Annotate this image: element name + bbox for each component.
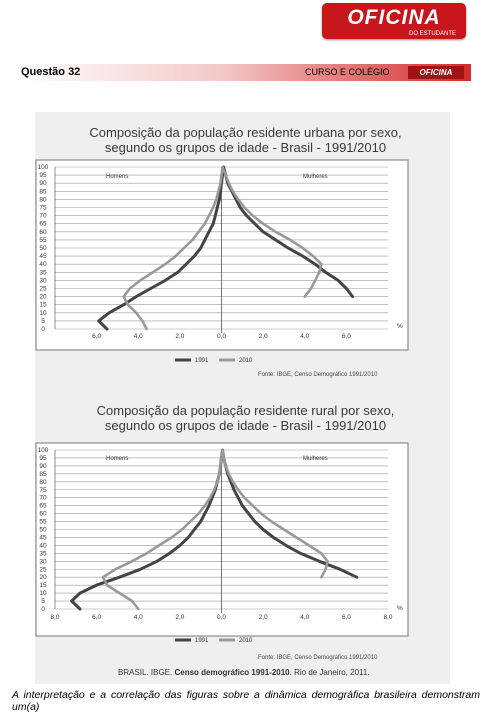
chart-2-frame — [35, 442, 409, 637]
chart-2-series-2010 — [101, 448, 329, 611]
chart-2-legend-label: 2010 — [239, 638, 253, 644]
chart-2-y-tick-label: 50 — [39, 527, 47, 534]
chart-1-frame — [35, 159, 409, 351]
chart-2-x-unit: % — [397, 605, 403, 612]
chart-1-y-tick-label: 35 — [39, 269, 47, 276]
chart-2-y-tick-label: 25 — [39, 566, 47, 573]
chart-1-y-tick-label: 70 — [39, 213, 47, 220]
chart-1-title: Composição da população residente urbana… — [0, 125, 491, 155]
chart-2-y-tick-label: 45 — [39, 534, 47, 541]
chart-2-y-tick-label: 5 — [41, 598, 45, 605]
credit-title: Censo demográfico 1991-2010 — [174, 668, 290, 677]
chart-2-y-tick-label: 75 — [39, 487, 47, 494]
chart-2-y-tick-label: 15 — [39, 582, 47, 589]
chart-1-x-tick-label: 0,0 — [217, 333, 226, 340]
chart-2-x-tick-label: 8,0 — [50, 614, 59, 621]
chart-2-y-tick-label: 95 — [39, 455, 47, 462]
logo-text: OFICINA — [347, 6, 441, 29]
chart-2-x-tick-label: 4,0 — [300, 614, 309, 621]
question-number: Questão 32 — [21, 66, 81, 78]
chart-1-y-tick-label: 65 — [39, 221, 47, 228]
chart-2-y-tick-label: 80 — [39, 479, 47, 486]
chart-1-y-tick-label: 10 — [39, 310, 47, 317]
chart-2-x-tick-label: 8,0 — [383, 614, 392, 621]
chart-2-y-tick-label: 60 — [39, 511, 47, 518]
chart-1-legend-label: 1991 — [195, 358, 209, 364]
chart-1-x-tick-label: 4,0 — [300, 333, 309, 340]
chart-1-y-tick-label: 100 — [38, 164, 49, 171]
chart-2-y-tick-label: 35 — [39, 550, 47, 557]
mini-logo: OFICINA — [408, 66, 464, 79]
chart-1-y-tick-label: 15 — [39, 302, 47, 309]
chart-1-x-tick-label: 4,0 — [134, 333, 143, 340]
chart-1-label-homens: Homens — [106, 174, 128, 180]
chart-1-series-2010 — [122, 165, 323, 331]
chart-1-legend-label: 2010 — [239, 358, 253, 364]
chart-1-label-mulheres: Mulheres — [303, 174, 328, 180]
chart-1-y-tick-label: 60 — [39, 229, 47, 236]
chart-2-x-tick-label: 2,0 — [175, 614, 184, 621]
chart-1-x-tick-label: 2,0 — [175, 333, 184, 340]
chart-1-title-line1: Composição da população residente urbana… — [89, 125, 402, 140]
chart-1-y-tick-label: 30 — [39, 277, 47, 284]
figure-credit: BRASIL. IBGE. Censo demográfico 1991-201… — [118, 668, 370, 677]
course-label: CURSO E COLÉGIO — [305, 67, 390, 77]
chart-2-y-tick-label: 90 — [39, 463, 47, 470]
question-header-bar: Questão 32 CURSO E COLÉGIO OFICINA — [15, 64, 471, 81]
chart-2-x-tick-label: 4,0 — [134, 614, 143, 621]
chart-2-y-tick-label: 100 — [38, 447, 49, 454]
chart-2-y-tick-label: 85 — [39, 471, 47, 478]
chart-1-y-tick-label: 0 — [41, 326, 45, 333]
chart-2-y-tick-label: 40 — [39, 542, 47, 549]
chart-2-title-line2: segundo os grupos de idade - Brasil - 19… — [104, 418, 387, 433]
credit-suffix: . Rio de Janeiro, 2011. — [289, 668, 370, 677]
chart-1-y-tick-label: 40 — [39, 261, 47, 268]
chart-1-x-tick-label: 6,0 — [92, 333, 101, 340]
chart-2-y-tick-label: 70 — [39, 495, 47, 502]
chart-2-label-homens: Homens — [106, 456, 128, 462]
chart-1-source: Fonte: IBGE, Censo Demográfico 1991/2010 — [258, 372, 378, 378]
chart-2-y-tick-label: 65 — [39, 503, 47, 510]
chart-2-source: Fonte: IBGE, Censo Demográfico 1991/2010 — [258, 655, 378, 661]
question-text: A interpretação e a correlação das figur… — [12, 689, 480, 713]
chart-1-y-tick-label: 95 — [39, 172, 47, 179]
chart-2-legend-label: 1991 — [195, 638, 209, 644]
chart-2-y-tick-label: 20 — [39, 574, 47, 581]
chart-1-x-tick-label: 2,0 — [259, 333, 268, 340]
logo-subtext: DO ESTUDANTE — [408, 31, 456, 37]
chart-2-y-tick-label: 10 — [39, 590, 47, 597]
chart-2-title: Composição da população residente rural … — [0, 403, 491, 433]
chart-2-x-tick-label: 6,0 — [92, 614, 101, 621]
chart-2-x-tick-label: 0,0 — [217, 614, 226, 621]
chart-2-title-line1: Composição da população residente rural … — [96, 403, 395, 418]
chart-1-x-tick-label: 6,0 — [342, 333, 351, 340]
chart-2-y-tick-label: 0 — [41, 606, 45, 613]
chart-1-y-tick-label: 75 — [39, 205, 47, 212]
chart-1-y-tick-label: 25 — [39, 286, 47, 293]
chart-1-y-tick-label: 55 — [39, 237, 47, 244]
chart-2-y-tick-label: 30 — [39, 558, 47, 565]
chart-1-y-tick-label: 20 — [39, 294, 47, 301]
chart-1-y-tick-label: 85 — [39, 188, 47, 195]
chart-2-label-mulheres: Mulheres — [303, 456, 328, 462]
chart-2-x-tick-label: 2,0 — [259, 614, 268, 621]
chart-1-x-unit: % — [397, 323, 403, 330]
credit-prefix: BRASIL. IBGE. — [118, 668, 175, 677]
chart-1-y-tick-label: 80 — [39, 196, 47, 203]
oficina-logo: OFICINA DO ESTUDANTE — [322, 3, 466, 39]
chart-2-x-tick-label: 6,0 — [342, 614, 351, 621]
chart-2-y-tick-label: 55 — [39, 519, 47, 526]
chart-1-y-tick-label: 50 — [39, 245, 47, 252]
chart-1-y-tick-label: 45 — [39, 253, 47, 260]
chart-1-title-line2: segundo os grupos de idade - Brasil - 19… — [104, 140, 387, 155]
chart-1-y-tick-label: 5 — [41, 318, 45, 325]
chart-1-y-tick-label: 90 — [39, 180, 47, 187]
